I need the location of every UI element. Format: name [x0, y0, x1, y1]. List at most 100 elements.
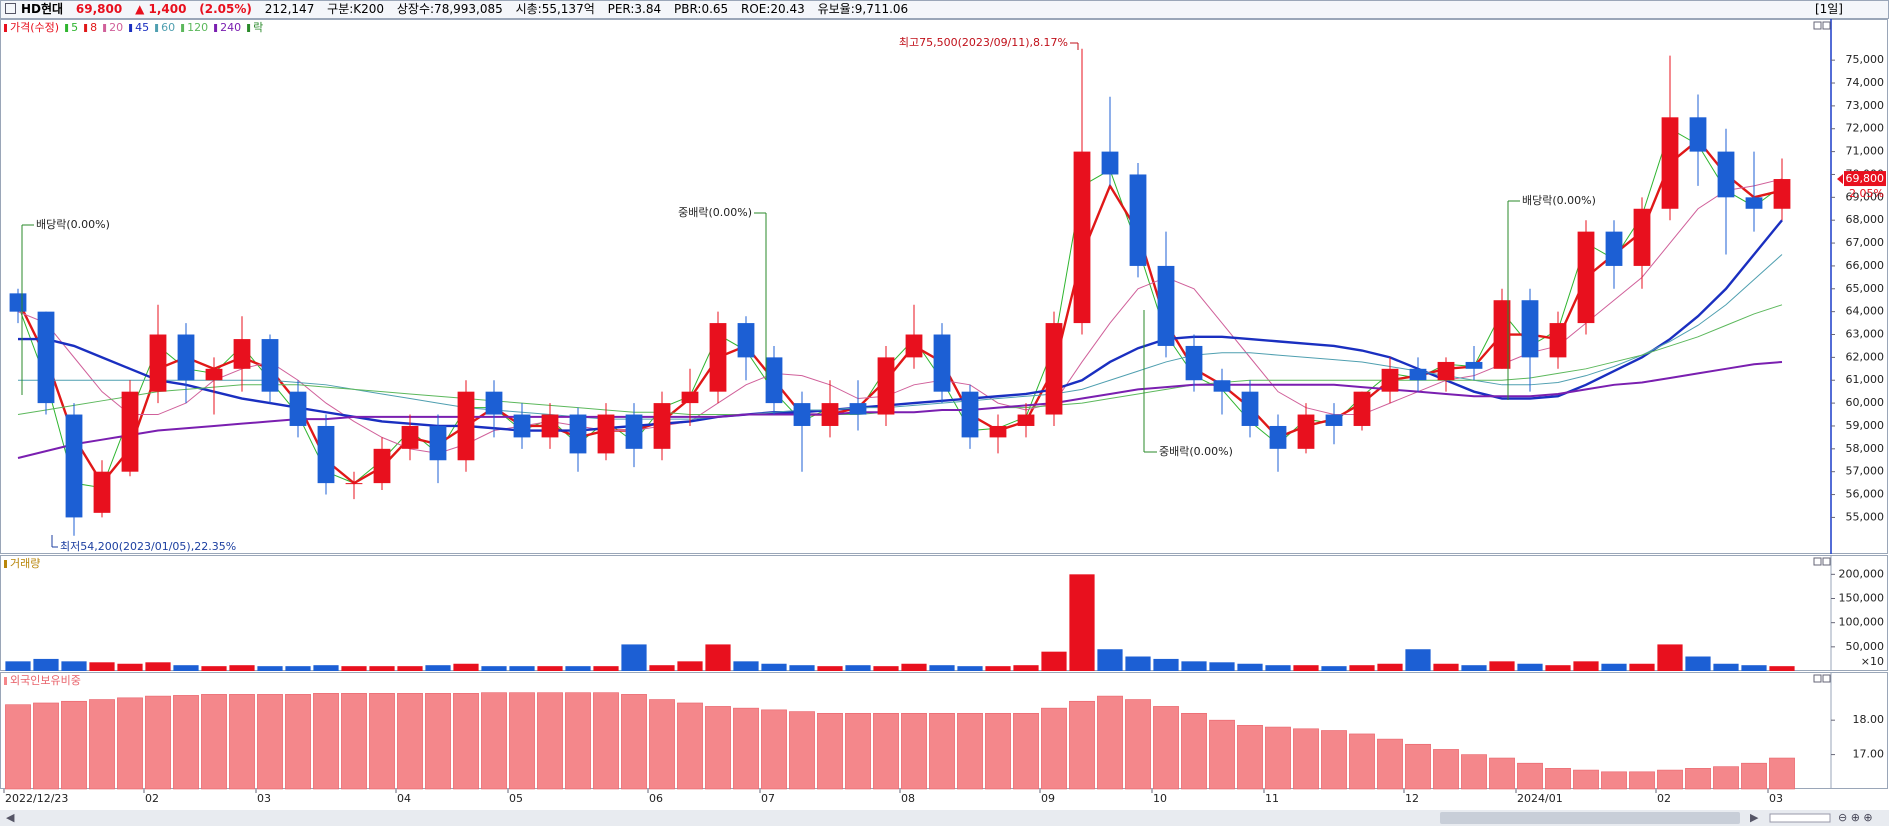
- bar: [929, 712, 955, 790]
- pane-button: [1813, 557, 1822, 566]
- bar: [1097, 649, 1123, 671]
- y-tick-label: 74,000: [1846, 76, 1885, 89]
- pane-button: [1822, 674, 1831, 683]
- scroll-left[interactable]: ◀: [6, 811, 15, 824]
- y-tick-label: 55,000: [1846, 510, 1885, 523]
- annotation: 최저54,200(2023/01/05),22.35%: [60, 540, 236, 553]
- bar: [901, 712, 927, 790]
- moving-average-line: [17, 360, 1783, 459]
- x-tick-label: 03: [1769, 792, 1783, 805]
- candle-body: [569, 414, 587, 454]
- bar: [705, 706, 731, 790]
- pane-button: [1822, 557, 1831, 566]
- bar: [397, 666, 423, 671]
- legend-swatch: [4, 24, 7, 32]
- legend-swatch: [155, 24, 159, 32]
- bar: [957, 712, 983, 790]
- scroll-thumb[interactable]: [1440, 812, 1740, 824]
- bar: [1237, 663, 1263, 671]
- candle-body: [1521, 300, 1539, 358]
- moving-average-line: [18, 219, 1783, 432]
- candle-body: [849, 403, 867, 415]
- candle-body: [345, 483, 363, 485]
- bar: [257, 694, 283, 790]
- candle-body: [149, 334, 167, 392]
- bar: [173, 665, 199, 671]
- bar: [649, 665, 675, 671]
- pane-title: 거래량: [10, 557, 40, 570]
- bar: [89, 662, 115, 671]
- bar: [1153, 706, 1179, 790]
- roe: ROE:20.43: [741, 2, 805, 16]
- bar: [1573, 769, 1599, 790]
- bar: [873, 666, 899, 671]
- legend-label: 60: [161, 21, 175, 34]
- y-tick-label: 56,000: [1846, 488, 1885, 501]
- candle-body: [93, 471, 111, 513]
- candle-body: [1605, 231, 1623, 266]
- candle-body: [289, 391, 307, 426]
- bar: [5, 704, 31, 790]
- bar: [145, 662, 171, 671]
- zoom-buttons[interactable]: ⊖ ⊕ ⊕: [1838, 811, 1873, 824]
- y-tick-label: 100,000: [1839, 616, 1885, 629]
- x-tick-label: 02: [145, 792, 159, 805]
- x-tick-label: 05: [509, 792, 523, 805]
- moving-average-line: [17, 128, 1783, 489]
- bar: [1013, 712, 1039, 790]
- bar: [1069, 700, 1095, 790]
- change: ▲ 1,400: [135, 2, 187, 16]
- x-tick-label: 07: [761, 792, 775, 805]
- y-tick-label: 150,000: [1839, 592, 1885, 605]
- bar: [509, 692, 535, 790]
- change-pct: (2.05%): [199, 2, 252, 16]
- period[interactable]: [1일]: [1814, 2, 1843, 16]
- bar: [565, 666, 591, 671]
- pane-button: [1813, 21, 1822, 30]
- bar: [509, 666, 535, 671]
- bar: [1461, 754, 1487, 790]
- last-price-box: [1844, 171, 1886, 187]
- x-tick-label: 2024/01: [1517, 792, 1563, 805]
- bar: [1041, 651, 1067, 671]
- bar: [817, 666, 843, 671]
- candle-body: [625, 414, 643, 449]
- x-tick-label: 04: [397, 792, 411, 805]
- candle-body: [541, 414, 559, 438]
- y-tick-label: 64,000: [1846, 305, 1885, 318]
- candle-body: [1297, 414, 1315, 449]
- bar: [1741, 762, 1767, 790]
- annotation: 중배락(0.00%): [678, 206, 752, 219]
- legend-swatch: [65, 24, 69, 32]
- bar: [1573, 661, 1599, 671]
- scroll-right[interactable]: ▶: [1750, 811, 1759, 824]
- legend-swatch: [84, 24, 88, 32]
- candle-body: [1661, 117, 1679, 209]
- moving-average-line: [18, 254, 1783, 420]
- y-tick-label: 18.00: [1853, 713, 1885, 726]
- menu-icon[interactable]: [5, 3, 16, 14]
- legend-swatch: [4, 677, 7, 685]
- bar: [593, 692, 619, 790]
- bar: [285, 666, 311, 671]
- price: 69,800: [75, 2, 123, 16]
- y-tick-label: 67,000: [1846, 236, 1885, 249]
- bar: [1601, 771, 1627, 790]
- bar: [481, 692, 507, 790]
- bar: [1517, 762, 1543, 790]
- candle-body: [737, 323, 755, 358]
- legend-swatch: [4, 560, 7, 568]
- scrollbar[interactable]: [0, 810, 1889, 826]
- pane-button: [1813, 674, 1822, 683]
- bar: [1405, 649, 1431, 671]
- bar: [789, 711, 815, 790]
- candle-body: [401, 425, 419, 449]
- candle-body: [317, 425, 335, 484]
- bar: [1013, 665, 1039, 671]
- legend-swatch: [214, 24, 218, 32]
- zoom-slider[interactable]: [1769, 813, 1831, 823]
- stock-name: HD현대: [21, 2, 64, 16]
- bar: [1545, 768, 1571, 790]
- bar: [1741, 665, 1767, 671]
- candle-body: [1577, 231, 1595, 324]
